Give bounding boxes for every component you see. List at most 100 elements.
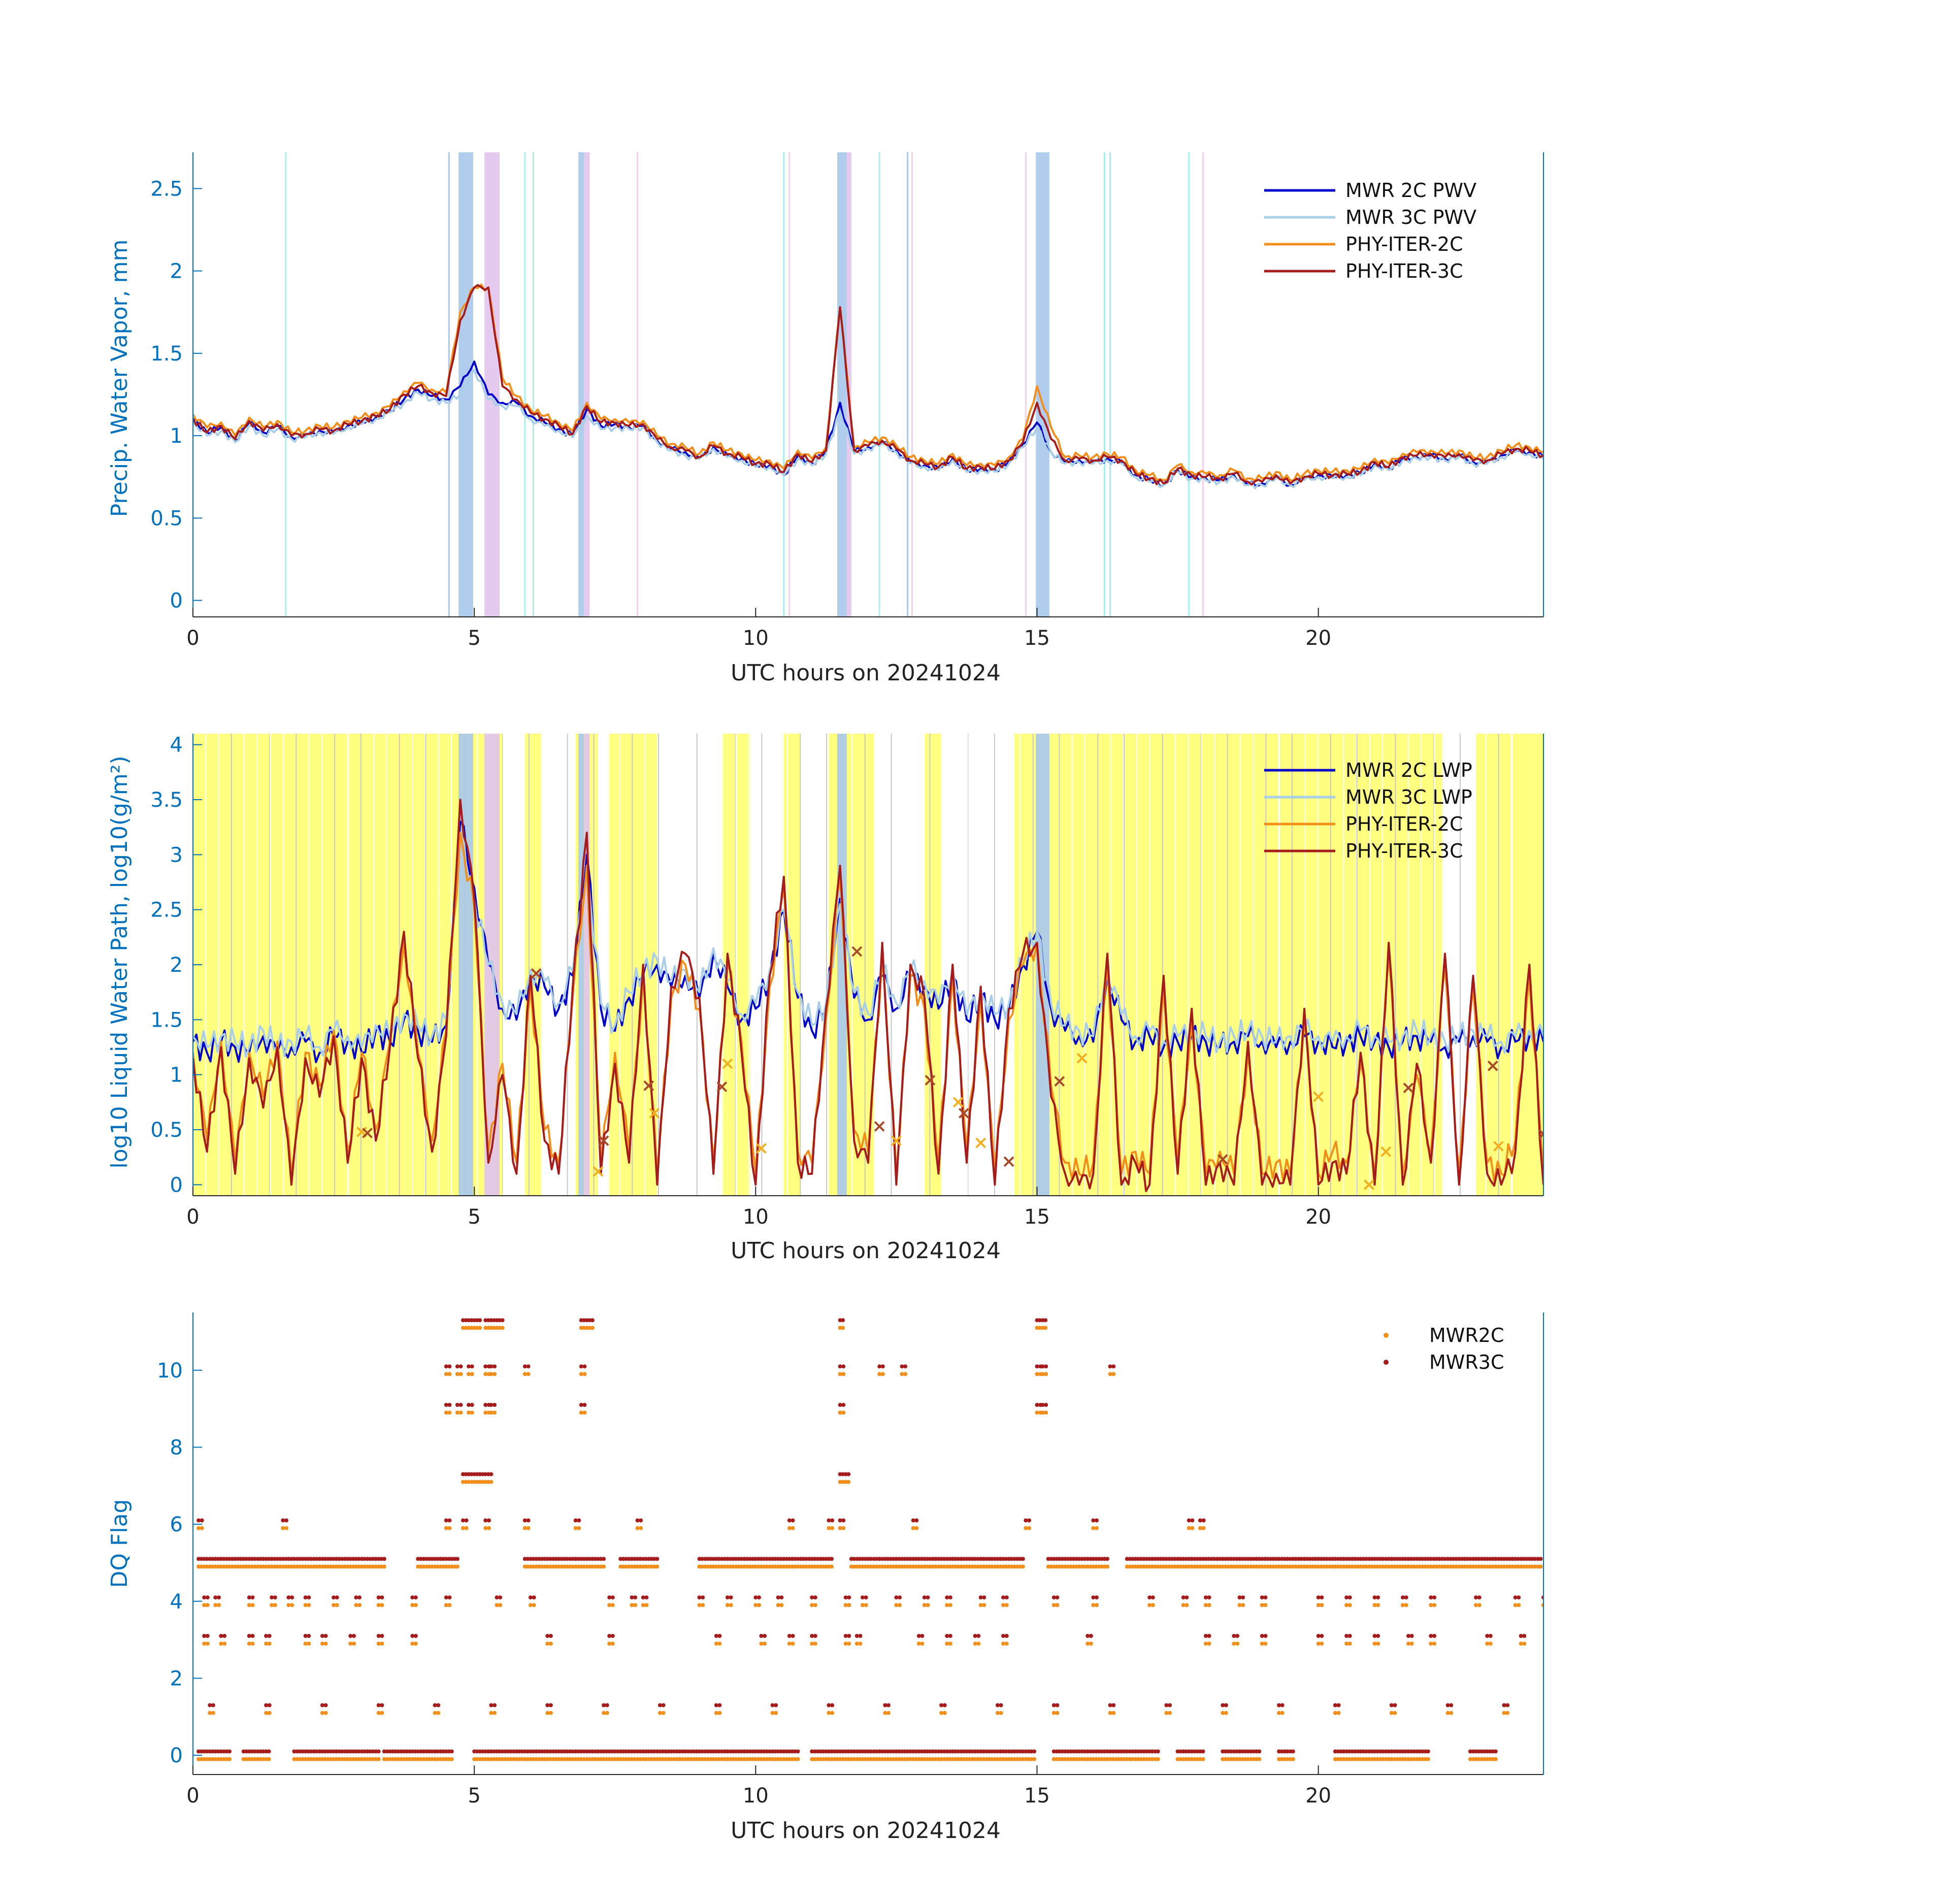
- dq-point-mwr3c-4-347: [1378, 1557, 1383, 1561]
- dq-point-mwr3c-0-187: [779, 1749, 783, 1754]
- dq-point-mwr3c-2-35: [920, 1634, 925, 1638]
- dq-point-mwr2c-0-238: [934, 1757, 938, 1761]
- dq-point-mwr3c-3-18: [410, 1595, 415, 1600]
- dq-point-mwr2c-0-48: [365, 1757, 370, 1761]
- dq-point-mwr2c-0-18: [258, 1757, 262, 1761]
- dq-point-mwr2c-4-322: [1308, 1564, 1312, 1569]
- dq-point-mwr3c-2-21: [610, 1634, 615, 1638]
- dq-point-mwr3c-2-36: [945, 1634, 949, 1638]
- dq-point-mwr3c-4-104: [584, 1557, 589, 1561]
- dq-point-mwr2c-4-10: [224, 1564, 229, 1569]
- dq-point-mwr2c-4-139: [737, 1564, 741, 1569]
- dq-point-mwr3c-8-20: [1035, 1364, 1039, 1369]
- dq-point-mwr2c-3-50: [945, 1603, 949, 1607]
- dq-point-mwr3c-0-83: [486, 1749, 490, 1754]
- dq-point-mwr3c-0-300: [1125, 1749, 1129, 1754]
- dq-point-mwr2c-9-11: [495, 1326, 499, 1330]
- dq-point-mwr3c-0-132: [624, 1749, 629, 1754]
- dq-point-mwr2c-4-62: [371, 1564, 375, 1569]
- dq-point-mwr3c-5-13: [577, 1518, 581, 1523]
- dq-point-mwr3c-0-241: [942, 1749, 946, 1754]
- dq-point-mwr3c-4-63: [374, 1557, 378, 1561]
- dq-point-mwr3c-0-144: [657, 1749, 662, 1754]
- dq-point-mwr2c-3-41: [813, 1603, 817, 1607]
- dq-point-mwr2c-3-1: [205, 1603, 210, 1607]
- dq-point-mwr3c-4-161: [799, 1557, 803, 1561]
- dq-point-mwr2c-2-8: [303, 1642, 308, 1646]
- dq-point-mwr3c-0-36: [332, 1749, 336, 1754]
- dq-point-mwr3c-0-212: [860, 1749, 865, 1754]
- dq-point-mwr2c-4-271: [1164, 1564, 1169, 1569]
- dq-point-mwr3c-0-273: [1032, 1749, 1036, 1754]
- dq-point-mwr2c-4-172: [830, 1564, 834, 1569]
- dq-point-mwr3c-4-241: [1063, 1557, 1067, 1561]
- dq-point-mwr3c-7-5: [470, 1403, 474, 1407]
- dq-point-mwr3c-0-316: [1187, 1749, 1191, 1754]
- dq-point-mwr3c-4-108: [596, 1557, 600, 1561]
- dq-point-mwr2c-3-72: [1344, 1603, 1349, 1607]
- dq-point-mwr2c-4-176: [858, 1564, 862, 1569]
- dq-point-mwr3c-4-113: [624, 1557, 629, 1561]
- dq-point-mwr3c-0-349: [1353, 1749, 1357, 1754]
- dq-point-mwr2c-0-244: [950, 1757, 955, 1761]
- dq-point-mwr3c-0-288: [1091, 1749, 1096, 1754]
- dq-point-mwr3c-0-176: [748, 1749, 752, 1754]
- dq-point-mwr2c-4-348: [1381, 1564, 1386, 1569]
- dq-point-mwr3c-0-88: [500, 1749, 505, 1754]
- dq-point-mwr2c-4-278: [1184, 1564, 1189, 1569]
- dq-point-mwr2c-1-12: [545, 1711, 550, 1715]
- dq-point-mwr3c-4-100: [573, 1557, 578, 1561]
- dq-point-mwr2c-0-183: [768, 1757, 772, 1761]
- dq-point-mwr2c-4-72: [430, 1564, 434, 1569]
- lwp-x-marker-1-10: [1054, 1076, 1065, 1087]
- dq-point-mwr3c-4-287: [1209, 1557, 1214, 1561]
- dq-point-mwr2c-4-74: [436, 1564, 440, 1569]
- dq-point-mwr3c-0-188: [781, 1749, 786, 1754]
- dq-point-mwr2c-4-71: [427, 1564, 432, 1569]
- dq-point-mwr3c-0-2: [202, 1749, 207, 1754]
- dq-point-mwr3c-0-290: [1097, 1749, 1101, 1754]
- dq-point-mwr3c-3-81: [1477, 1595, 1482, 1600]
- dq-point-mwr3c-0-263: [1004, 1749, 1008, 1754]
- dq-point-mwr3c-3-26: [607, 1595, 612, 1600]
- dq-point-mwr3c-0-205: [841, 1749, 845, 1754]
- dq-point-mwr2c-8-3: [458, 1372, 463, 1376]
- dq-point-mwr3c-4-9: [222, 1557, 226, 1561]
- dq-point-mwr3c-0-172: [737, 1749, 741, 1754]
- dq-point-mwr2c-0-236: [928, 1757, 932, 1761]
- dq-point-mwr2c-1-42: [1389, 1711, 1394, 1715]
- dq-point-mwr2c-4-187: [888, 1564, 893, 1569]
- dq-point-mwr3c-0-329: [1240, 1749, 1244, 1754]
- dq-point-mwr3c-0-46: [359, 1749, 364, 1754]
- dq-point-mwr3c-0-119: [587, 1749, 592, 1754]
- dq-point-mwr3c-4-7: [216, 1557, 220, 1561]
- dq-point-mwr3c-4-184: [880, 1557, 884, 1561]
- dq-point-mwr3c-5-10: [522, 1518, 527, 1523]
- dq-point-mwr3c-4-53: [345, 1557, 350, 1561]
- dq-point-mwr3c-0-101: [537, 1749, 541, 1754]
- dq-point-mwr2c-4-127: [703, 1564, 707, 1569]
- lwp-ytick-label-1: 0.5: [150, 1119, 183, 1142]
- dq-point-mwr2c-0-291: [1100, 1757, 1104, 1761]
- dq-point-mwr3c-0-277: [1060, 1749, 1065, 1754]
- dq-point-mwr2c-0-296: [1113, 1757, 1118, 1761]
- dq-point-mwr2c-4-394: [1510, 1564, 1515, 1569]
- dq-point-mwr2c-0-97: [525, 1757, 530, 1761]
- dq-point-mwr3c-0-44: [354, 1749, 358, 1754]
- dq-point-mwr2c-4-229: [1007, 1564, 1011, 1569]
- dq-point-mwr3c-4-373: [1451, 1557, 1456, 1561]
- dq-point-mwr2c-5-20: [838, 1526, 842, 1530]
- dq-point-mwr2c-4-44: [320, 1564, 324, 1569]
- dq-point-mwr2c-0-24: [298, 1757, 302, 1761]
- dq-point-mwr3c-4-339: [1356, 1557, 1360, 1561]
- dq-point-mwr2c-4-242: [1066, 1564, 1070, 1569]
- dq-point-mwr2c-2-12: [348, 1642, 353, 1646]
- dq-point-mwr2c-3-75: [1376, 1603, 1380, 1607]
- dq-point-mwr3c-0-331: [1246, 1749, 1250, 1754]
- dq-point-mwr3c-4-200: [925, 1557, 930, 1561]
- lwp-legend: MWR 2C LWP MWR 3C LWP PHY-ITER-2C PHY-IT…: [1264, 759, 1472, 862]
- dq-point-mwr2c-0-276: [1057, 1757, 1062, 1761]
- dq-point-mwr2c-0-90: [506, 1757, 510, 1761]
- dq-point-mwr3c-0-335: [1257, 1749, 1262, 1754]
